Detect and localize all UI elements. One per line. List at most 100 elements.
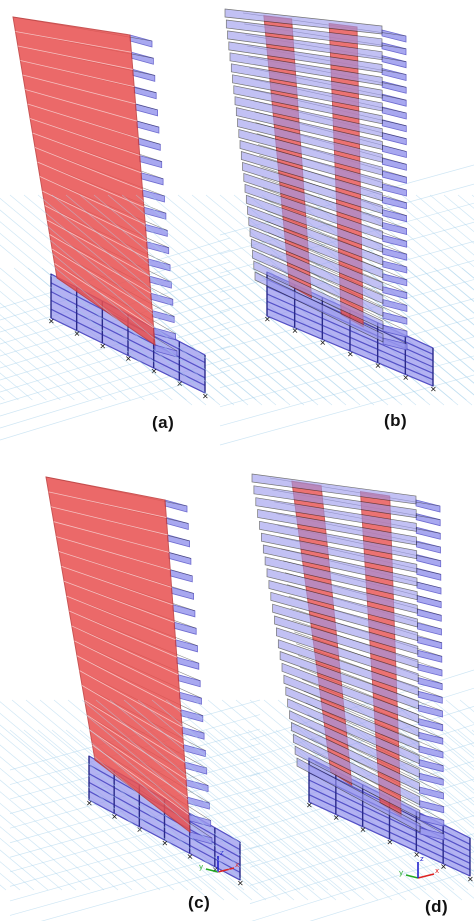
y-axis-arrow <box>205 868 219 873</box>
floor-slab-edge <box>381 144 407 159</box>
grid-line <box>401 194 474 256</box>
wall-floor-line <box>56 536 171 571</box>
grid-line <box>51 194 305 406</box>
floor-slab-edge <box>418 772 444 786</box>
wall-floor-line <box>74 640 180 693</box>
grid-line <box>0 756 161 891</box>
support-marker: ✕ <box>347 350 354 359</box>
floor-slab <box>254 271 384 343</box>
wall-floor-line <box>84 700 185 763</box>
grid-line <box>403 699 474 759</box>
support-marker: ✕ <box>151 367 158 376</box>
floor-slab-edge <box>382 170 407 184</box>
wall-floor-line <box>53 521 170 553</box>
floor-slab-edge <box>135 103 159 117</box>
floor-slab-edge <box>415 499 441 513</box>
floor-slab <box>292 733 421 806</box>
grid-line <box>431 699 474 736</box>
y-axis-label: y <box>399 869 403 877</box>
support-marker: ✕ <box>292 327 299 336</box>
grid-line <box>0 197 249 406</box>
wall-floor-line <box>71 625 179 676</box>
grid-line <box>373 194 474 279</box>
x-axis-arrow <box>417 873 435 879</box>
wall-floor-line <box>34 147 143 191</box>
panel-c-axis-triad: x y z <box>199 849 239 873</box>
grid-line <box>11 699 253 901</box>
grid-line <box>309 869 474 921</box>
grid-line <box>9 194 263 406</box>
support-marker: ✕ <box>202 392 209 401</box>
wall-floor-line <box>81 685 184 745</box>
floor-slab-edge <box>154 344 178 358</box>
floor-slab <box>257 509 417 546</box>
support-marker: ✕ <box>387 838 394 847</box>
floor-slab-edge <box>184 761 208 775</box>
grid-line <box>249 706 474 777</box>
x-axis-label: x <box>235 861 239 869</box>
grid-line <box>163 729 357 891</box>
floor-slab-edge <box>129 34 153 48</box>
floor-slab <box>237 118 383 163</box>
support-marker: ✕ <box>187 852 194 861</box>
floor-slab-edge <box>189 831 213 845</box>
floor-slab-edge <box>381 157 407 171</box>
floor-slab <box>259 520 418 560</box>
support-marker: ✕ <box>306 801 313 810</box>
support-marker: ✕ <box>440 863 447 872</box>
grid-line <box>0 744 175 891</box>
grid-line <box>0 337 75 401</box>
wall-floor-line <box>49 234 152 294</box>
floor-slab-edge <box>139 155 163 169</box>
wall-floor-line <box>51 248 153 311</box>
wall-floor-line <box>63 580 175 623</box>
floor-slab-edge <box>164 499 188 513</box>
wall-floor-line <box>61 565 174 606</box>
floor-slab <box>232 74 383 112</box>
grid-line <box>25 699 267 901</box>
grid-line <box>0 837 63 891</box>
support-marker: ✕ <box>162 839 169 848</box>
floor-slab <box>228 41 383 73</box>
grid-line <box>0 321 231 393</box>
floor-slab-edge <box>417 636 443 650</box>
grid-line <box>0 325 89 401</box>
floor-slab <box>276 627 419 683</box>
floor-slab <box>233 85 383 125</box>
floor-slab-edge <box>381 132 407 146</box>
floor-slab <box>277 639 419 696</box>
floor-slab <box>248 216 384 279</box>
floor-slab <box>296 757 421 833</box>
grid-line <box>415 194 474 244</box>
floor-slab-edge <box>171 586 195 600</box>
x-axis-arrow <box>217 867 235 873</box>
panel-d: ✕ ✕ ✕ ✕ ✕ ✕ ✕ x y z <box>0 473 474 921</box>
floor-slab <box>229 52 383 86</box>
wall-floor-line <box>39 176 146 225</box>
wall-floor-line <box>15 31 132 53</box>
floor-slab <box>261 532 418 573</box>
support-marker: ✕ <box>125 355 132 364</box>
grid-line <box>123 699 365 901</box>
floor-slab-edge <box>382 196 407 210</box>
floor-slab <box>227 30 383 61</box>
support-marker: ✕ <box>111 812 118 821</box>
floor-slab <box>268 580 418 628</box>
floor-slab-edge <box>417 622 442 636</box>
y-axis-label: y <box>199 863 203 871</box>
floor-slab <box>274 615 419 669</box>
panel-d-axis-triad: x y z <box>399 855 439 879</box>
panel-c: ✕ ✕ ✕ ✕ ✕ ✕ ✕ x y z <box>0 476 474 921</box>
floor-slab <box>262 544 418 587</box>
grid-line <box>0 372 33 401</box>
floor-slab <box>245 194 384 253</box>
panel-c-label: (c) <box>188 893 211 912</box>
floor-slab-edge <box>167 534 191 548</box>
floor-slab-edge <box>177 674 201 688</box>
grid-line <box>0 802 105 891</box>
floor-slab-edge <box>415 526 441 540</box>
floor-slab <box>272 603 419 655</box>
wall-floor-line <box>27 103 139 139</box>
grid-line <box>0 732 189 891</box>
grid-line <box>0 712 225 901</box>
